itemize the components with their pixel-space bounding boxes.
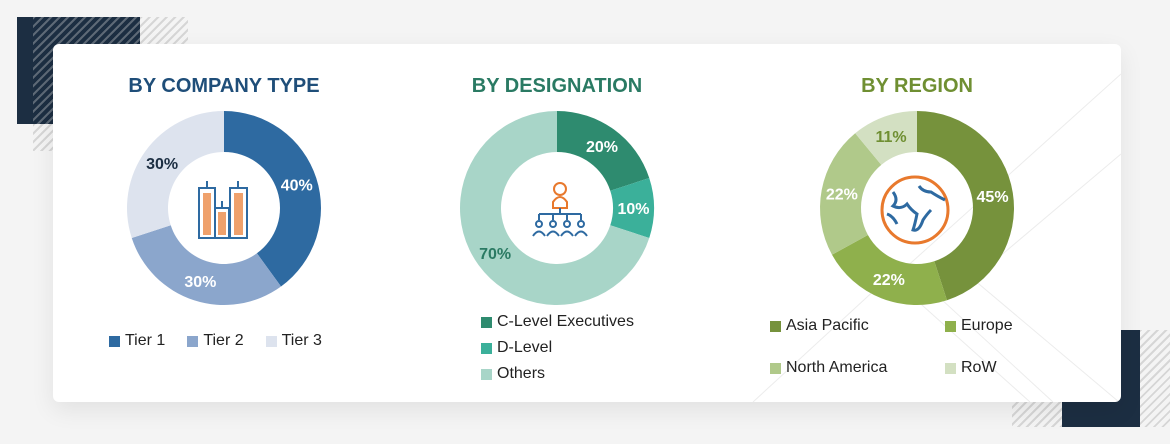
legend-label: C-Level Executives — [497, 313, 634, 330]
legend-item-d-level: D-Level — [481, 339, 634, 357]
legend-label: Asia Pacific — [786, 317, 869, 334]
buildings-icon — [198, 181, 248, 239]
data-label: 40% — [281, 177, 313, 194]
legend-label: Tier 2 — [203, 332, 244, 349]
legend-swatch — [109, 335, 120, 347]
data-label: 22% — [873, 272, 905, 289]
data-label: 22% — [826, 187, 858, 204]
donut-slice-others — [459, 111, 650, 305]
legend-region: Asia Pacific Europe North America RoW — [770, 317, 1013, 377]
legend-swatch — [481, 316, 492, 328]
legend-item-north-america: North America — [770, 359, 945, 377]
legend-swatch — [945, 362, 956, 374]
legend-swatch — [770, 362, 781, 374]
legend-label: Tier 3 — [281, 332, 322, 349]
org-hierarchy-icon — [532, 182, 588, 237]
donut-slice-row — [855, 111, 917, 165]
donut-slice-tier-2 — [131, 225, 282, 305]
chart-title-region: BY REGION — [861, 75, 973, 97]
donut-slice-europe — [831, 234, 947, 305]
legend-label: D-Level — [497, 339, 553, 356]
legend-item-others: Others — [481, 365, 634, 383]
legend-swatch — [187, 335, 199, 347]
legend-company-type: Tier 1 Tier 2 Tier 3 — [109, 332, 322, 350]
legend-swatch — [945, 320, 956, 332]
legend-swatch — [481, 342, 492, 354]
data-label: 10% — [617, 201, 649, 218]
data-label: 70% — [479, 246, 511, 263]
legend-label: Tier 1 — [125, 332, 166, 349]
legend-label: RoW — [961, 359, 997, 376]
hatch-decoration — [140, 17, 188, 44]
donut-slice-tier-3 — [127, 111, 224, 238]
legend-designation: C-Level Executives D-Level Others — [481, 313, 634, 383]
donut-slice-north-america — [820, 133, 882, 255]
donut-charts: 40% 30% 30% 20% 10% 70% 45% 22% 22% 11% — [127, 111, 1014, 305]
legend-swatch — [770, 320, 781, 332]
donut-slice-c-level-executives — [557, 111, 650, 191]
donut-slice-tier-1 — [224, 111, 321, 287]
legend-swatch — [265, 335, 277, 347]
legend-label: North America — [786, 359, 888, 376]
legend-item-tier-3: Tier 3 — [265, 332, 322, 350]
data-label: 11% — [876, 129, 907, 146]
data-label: 30% — [146, 156, 178, 173]
data-label: 30% — [184, 274, 216, 291]
chart-card: BY COMPANY TYPE BY DESIGNATION BY REGION… — [53, 44, 1121, 402]
chart-title-company-type: BY COMPANY TYPE — [128, 75, 320, 97]
legend-label: Europe — [961, 317, 1013, 334]
data-label: 45% — [977, 189, 1009, 206]
legend-item-c-level: C-Level Executives — [481, 313, 634, 331]
legend-item-asia-pacific: Asia Pacific — [770, 317, 945, 335]
legend-swatch — [481, 368, 492, 380]
legend-item-tier-1: Tier 1 — [109, 332, 165, 350]
legend-item-europe: Europe — [945, 317, 1013, 335]
globe-icon — [880, 175, 950, 245]
legend-label: Others — [497, 365, 546, 382]
donut-slice-asia-pacific — [917, 111, 1014, 301]
donut-slice-d-level — [610, 178, 654, 238]
data-label: 20% — [586, 139, 618, 156]
hatch-decoration — [33, 124, 53, 151]
legend-item-row: RoW — [945, 359, 1013, 377]
chart-title-designation: BY DESIGNATION — [471, 75, 643, 97]
legend-item-tier-2: Tier 2 — [187, 332, 244, 350]
